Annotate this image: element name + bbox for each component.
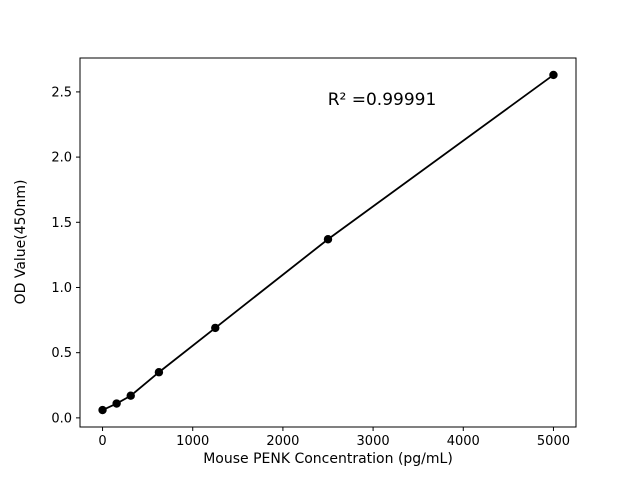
data-point <box>211 323 220 333</box>
y-tick-label: 0.0 <box>51 411 72 426</box>
data-point <box>98 405 107 415</box>
data-point <box>126 391 135 400</box>
y-tick-label: 2.5 <box>51 85 72 100</box>
plot-frame <box>79 57 577 428</box>
y-tick-label: 0.5 <box>51 346 72 361</box>
x-tick-label: 5000 <box>537 434 570 449</box>
x-tick-label: 4000 <box>447 434 480 449</box>
data-point <box>323 235 333 244</box>
x-tick-label: 1000 <box>176 434 209 449</box>
x-axis-label: Mouse PENK Concentration (pg/mL) <box>203 451 453 467</box>
plot-layer: 0 1000 2000 3000 4000 5000 0.0 0.5 1.0 1.5 2.0 2.5 <box>51 57 577 449</box>
data-point <box>154 368 164 377</box>
x-tick-label: 3000 <box>357 434 390 449</box>
y-tick-label: 2.0 <box>51 151 72 166</box>
y-axis-label: OD Value(450nm) <box>13 180 29 305</box>
data-point <box>112 399 121 408</box>
y-tick-label: 1.0 <box>51 281 72 296</box>
data-point <box>549 70 558 80</box>
x-tick-label: 0 <box>98 434 106 449</box>
r-squared-annotation: R² =0.99991 <box>328 90 437 110</box>
y-tick-label: 1.5 <box>51 216 72 231</box>
x-tick-label: 2000 <box>266 434 299 449</box>
